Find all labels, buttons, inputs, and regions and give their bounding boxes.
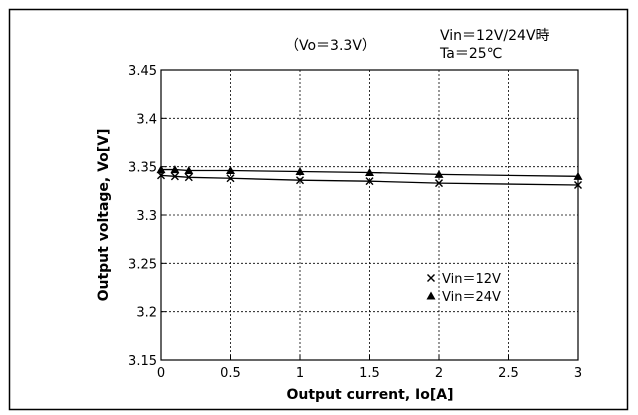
series-1 (156, 165, 583, 180)
legend-marker-glyph-0 (427, 274, 435, 282)
chart-title: （Vo＝3.3V） (285, 38, 376, 54)
data-point-0 (184, 173, 193, 182)
data-point-0 (365, 177, 374, 186)
legend-label-vin-24v: Vin＝24V (442, 290, 501, 305)
series (156, 165, 583, 190)
y-tick-label: 3.15 (128, 354, 157, 369)
data-point-1 (295, 167, 305, 175)
data-point-1 (434, 169, 444, 178)
x-tick-label: 3 (574, 366, 582, 381)
series-0 (157, 171, 582, 190)
legend-marker-vin-24v (426, 291, 436, 300)
y-tick-label: 3.3 (136, 209, 157, 224)
x-tick-label: 0.5 (220, 366, 241, 381)
data-point-0 (435, 179, 443, 188)
grid (161, 70, 578, 360)
y-tick-label: 3.2 (136, 306, 157, 321)
x-tick-label: 1.5 (359, 366, 380, 381)
data-point-0 (296, 176, 304, 185)
y-tick-label: 3.45 (128, 64, 157, 79)
x-tick-label: 1 (296, 366, 304, 381)
data-point-1 (184, 166, 194, 175)
y-tick-label: 3.25 (128, 257, 157, 272)
x-tick-label: 0 (157, 366, 165, 381)
x-tick-label: 2 (435, 366, 443, 381)
outer-frame (8, 8, 629, 411)
y-tick-label: 3.35 (128, 161, 157, 176)
series-line-0 (160, 174, 579, 186)
legend-label-vin-12v: Vin＝12V (442, 272, 501, 287)
y-axis-label: Output voltage, Vo[V] (96, 129, 112, 302)
legend-marker-vin-12v (427, 274, 435, 282)
y-tick-label: 3.4 (136, 112, 157, 127)
data-point-1 (170, 165, 180, 174)
data-point-0 (226, 174, 235, 183)
data-point-0 (170, 172, 179, 181)
annotation-ta: Ta＝25℃ (439, 46, 502, 62)
x-axis-label: Output current, Io[A] (287, 387, 454, 403)
legend-marker-glyph-1 (426, 291, 436, 300)
legend: Vin＝12V Vin＝24V (426, 272, 501, 305)
x-tick-label: 2.5 (498, 366, 519, 381)
data-point-0 (574, 181, 582, 190)
data-point-1 (156, 165, 166, 174)
data-point-1 (226, 166, 235, 175)
annotation-vin: Vin＝12V/24V時 (440, 28, 550, 44)
data-point-1 (573, 171, 583, 180)
ticks: 0 0.5 1 1.5 2 2.5 3 3.15 3.2 3.25 3.3 3.35 3.4 3.45 (128, 64, 582, 381)
data-point-1 (365, 167, 374, 176)
